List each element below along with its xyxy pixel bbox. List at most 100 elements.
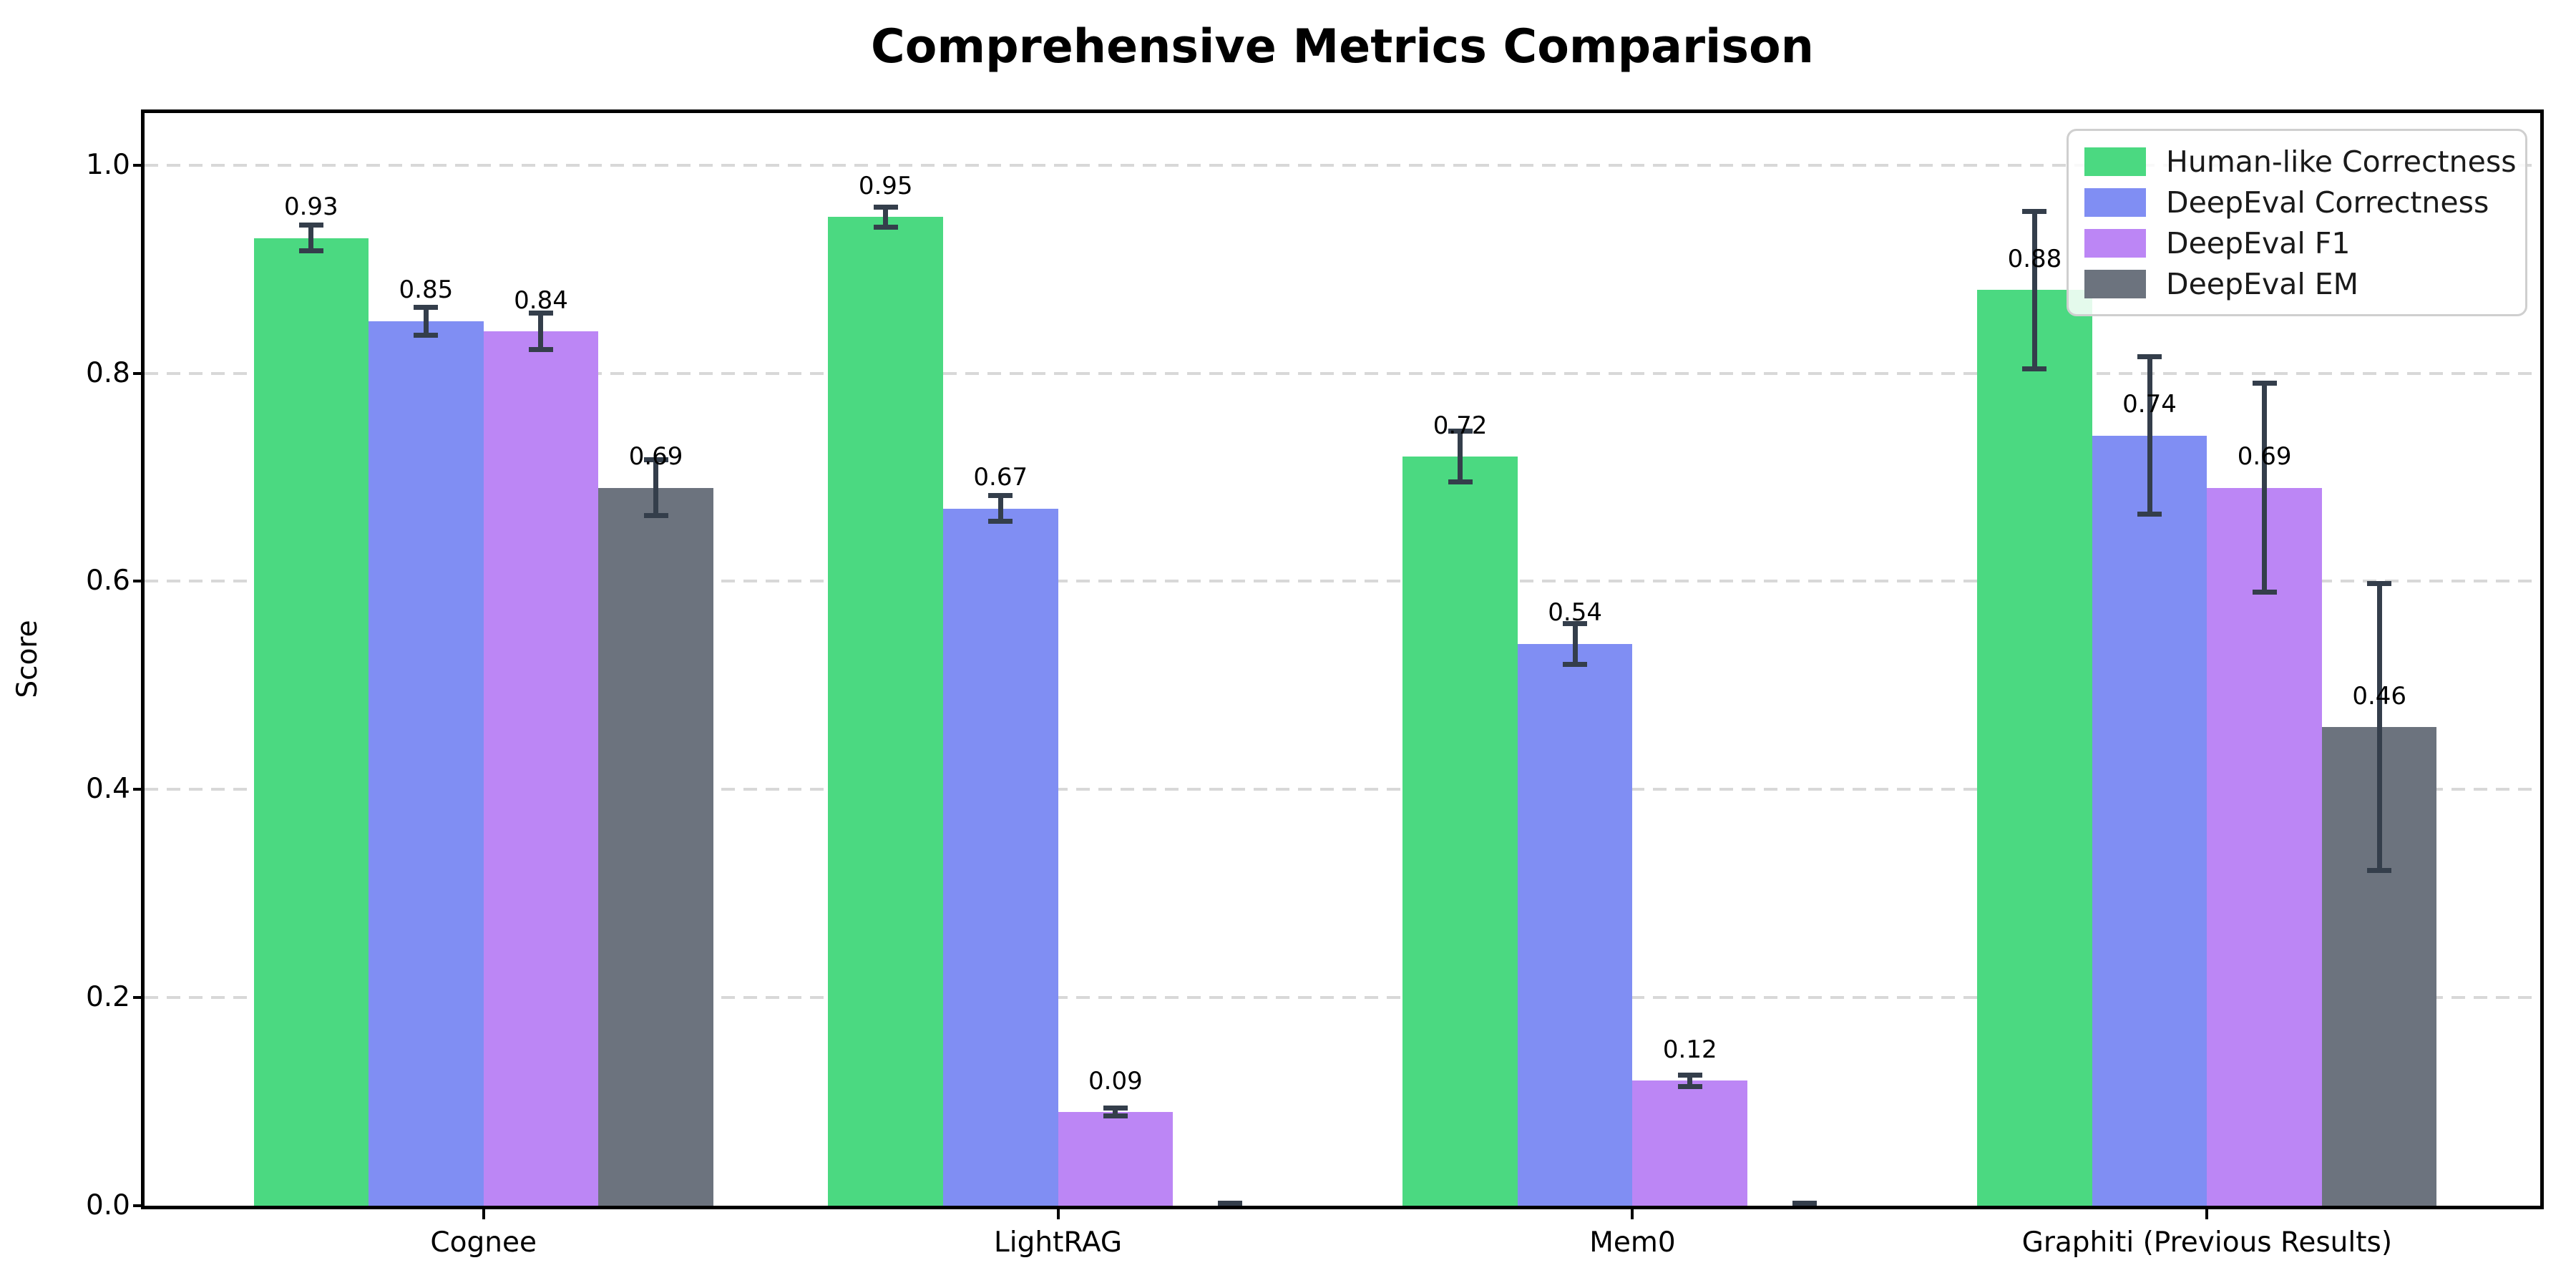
bar-deepeval-correctness-graphiti-previous-results-	[2092, 435, 2207, 1206]
bar-value-label: 0.46	[2352, 681, 2407, 711]
error-bar-line	[2262, 380, 2268, 595]
error-bar	[873, 204, 898, 230]
bar-value-label: 0.95	[858, 172, 913, 201]
y-tick-mark	[133, 1204, 145, 1207]
error-bar-cap-top	[1103, 1106, 1128, 1111]
legend-label: DeepEval Correctness	[2166, 185, 2489, 220]
y-gridline	[145, 996, 2540, 1000]
plot-area: 0.93 0.95 0.72 0.88 0.85 0.67 0.54 0.74 0.84 0.09…	[145, 113, 2540, 1206]
error-bar-cap-bottom	[643, 512, 668, 518]
error-bar	[298, 222, 323, 254]
y-tick-mark	[133, 163, 145, 167]
x-tick-mark	[482, 1207, 485, 1219]
legend-swatch	[2084, 147, 2146, 176]
y-gridline	[145, 580, 2540, 583]
chart-title: Comprehensive Metrics Comparison	[871, 20, 1814, 74]
bar-human-like-correctness-graphiti-previous-results-	[1977, 290, 2092, 1206]
error-bar-cap-bottom	[414, 333, 439, 338]
error-bar-cap-top	[1563, 620, 1588, 626]
error-bar	[1563, 620, 1588, 667]
bar-deepeval-f1-cognee	[483, 331, 599, 1206]
error-bar	[1448, 428, 1473, 485]
error-bar-cap-top	[2022, 208, 2047, 214]
bar-deepeval-f1-lightrag	[1058, 1112, 1174, 1206]
x-tick-mark	[1631, 1207, 1634, 1219]
bar-value-label: 0.09	[1088, 1066, 1143, 1096]
error-bar-cap-bottom	[1677, 1084, 1702, 1090]
error-bar	[1218, 1200, 1243, 1206]
error-bar-cap-top	[298, 222, 323, 228]
bar-deepeval-correctness-mem0	[1517, 643, 1633, 1206]
legend-row: DeepEval Correctness	[2084, 182, 2518, 223]
error-bar-cap-top	[873, 204, 898, 210]
error-bar-line	[2376, 581, 2382, 873]
error-bar-line	[538, 311, 544, 353]
error-bar-cap-bottom	[988, 519, 1013, 525]
y-gridline	[145, 371, 2540, 375]
error-bar-line	[1458, 428, 1463, 485]
bar-human-like-correctness-mem0	[1402, 456, 1518, 1206]
error-bar-line	[2147, 354, 2152, 517]
y-tick-mark	[133, 788, 145, 791]
bar-human-like-correctness-lightrag	[828, 217, 943, 1206]
bar-value-label: 0.84	[514, 286, 568, 316]
error-bar-cap-top	[1792, 1200, 1818, 1206]
error-bar-line	[308, 222, 314, 254]
y-tick-mark	[133, 996, 145, 1000]
error-bar	[643, 457, 668, 518]
x-tick-label: Cognee	[430, 1226, 537, 1259]
error-bar-cap-top	[414, 304, 439, 310]
bar-value-label: 0.69	[628, 442, 683, 472]
y-gridline	[145, 163, 2540, 167]
bar-value-label: 0.72	[1433, 411, 1488, 440]
x-tick-mark	[1056, 1207, 1060, 1219]
legend-label: Human-like Correctness	[2166, 144, 2517, 179]
legend-label: DeepEval EM	[2166, 266, 2359, 301]
error-bar-cap-bottom	[2252, 590, 2277, 595]
error-bar-cap-bottom	[1563, 661, 1588, 667]
error-bar-cap-top	[1448, 428, 1473, 434]
error-bar-cap-top	[1218, 1200, 1243, 1206]
bar-value-label: 0.67	[973, 463, 1028, 492]
legend-swatch	[2084, 228, 2146, 258]
error-bar-cap-top	[2252, 380, 2277, 386]
y-gridline	[145, 788, 2540, 791]
bar-deepeval-f1-mem0	[1632, 1080, 1748, 1206]
error-bar-line	[423, 304, 429, 338]
bar-human-like-correctness-cognee	[253, 238, 369, 1206]
bar-deepeval-correctness-lightrag	[943, 508, 1058, 1206]
bar-deepeval-f1-graphiti-previous-results-	[2207, 487, 2322, 1206]
legend: Human-like Correctness DeepEval Correctne…	[2067, 129, 2527, 316]
bar-value-label: 0.88	[2007, 244, 2062, 273]
error-bar	[2252, 380, 2277, 595]
y-tick-mark	[133, 371, 145, 375]
y-tick-label: 0.2	[85, 981, 130, 1014]
y-tick-mark	[133, 580, 145, 583]
error-bar-cap-top	[988, 492, 1013, 498]
error-bar-line	[883, 204, 889, 230]
y-tick-label: 0.8	[85, 356, 130, 389]
x-tick-label: Mem0	[1589, 1226, 1676, 1259]
error-bar	[2367, 581, 2392, 873]
error-bar-line	[653, 457, 659, 518]
error-bar-cap-bottom	[1103, 1113, 1128, 1118]
bar-deepeval-correctness-cognee	[369, 321, 484, 1206]
error-bar	[1677, 1072, 1702, 1090]
legend-swatch	[2084, 269, 2146, 298]
bar-deepeval-em-cognee	[598, 487, 713, 1206]
error-bar	[988, 492, 1013, 525]
legend-swatch	[2084, 187, 2146, 217]
legend-label: DeepEval F1	[2166, 225, 2351, 260]
bar-value-label: 0.93	[283, 192, 338, 222]
error-bar-cap-bottom	[2137, 512, 2162, 517]
error-bar-cap-top	[2137, 354, 2162, 360]
error-bar	[1792, 1200, 1818, 1206]
error-bar-cap-top	[528, 311, 553, 316]
error-bar-line	[997, 492, 1003, 525]
error-bar	[2022, 208, 2047, 371]
error-bar-cap-bottom	[2022, 366, 2047, 371]
error-bar-cap-top	[1677, 1072, 1702, 1078]
y-tick-label: 1.0	[85, 148, 130, 181]
legend-row: DeepEval F1	[2084, 223, 2518, 263]
